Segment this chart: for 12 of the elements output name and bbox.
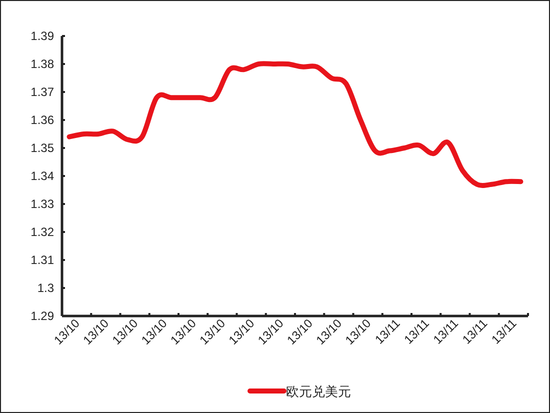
y-tick-label: 1.29: [30, 309, 54, 323]
y-tick-label: 1.35: [30, 141, 54, 155]
y-tick-label: 1.34: [30, 169, 54, 183]
y-tick-label: 1.38: [30, 57, 54, 71]
y-tick-label: 1.31: [30, 253, 54, 267]
y-tick-label: 1.39: [30, 29, 54, 43]
y-tick-label: 1.36: [30, 113, 54, 127]
y-tick-label: 1.37: [30, 85, 54, 99]
legend-label: 欧元兑美元: [286, 384, 351, 399]
y-tick-label: 1.3: [37, 281, 54, 295]
y-tick-label: 1.32: [30, 225, 54, 239]
y-tick-label: 1.33: [30, 197, 54, 211]
